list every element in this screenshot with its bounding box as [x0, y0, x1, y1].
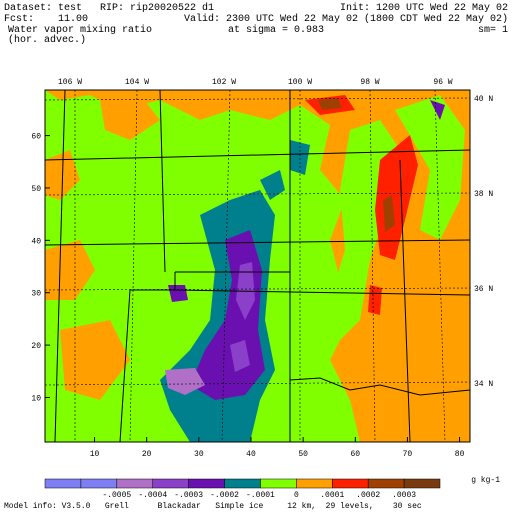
- colorbar-label: -.0002: [210, 491, 239, 500]
- x-tick-label: 70: [403, 450, 413, 459]
- colorbar-label: .0001: [320, 491, 344, 500]
- x-tick-label: 50: [298, 450, 308, 459]
- x-tick-label: 60: [350, 450, 360, 459]
- lat-label: 34 N: [474, 380, 493, 389]
- lon-label: 106 W: [58, 78, 82, 87]
- colorbar-label: -.0001: [246, 491, 275, 500]
- y-tick-label: 20: [31, 342, 41, 351]
- y-tick-label: 60: [31, 133, 41, 142]
- y-tick-label: 40: [31, 237, 41, 246]
- header-text: Dataset: test RIP: rip20020522 d1: [4, 2, 214, 14]
- header-text: Water vapor mixing ratio: [8, 24, 152, 36]
- colorbar-label: .0003: [392, 491, 416, 500]
- colorbar-label: -.0003: [174, 491, 203, 500]
- colorbar-swatch: [44, 478, 82, 489]
- lon-label: 104 W: [125, 78, 149, 87]
- lon-label: 100 W: [288, 78, 312, 87]
- colorbar-swatch: [188, 478, 225, 489]
- x-tick-label: 10: [90, 450, 100, 459]
- colorbar-swatch: [367, 478, 405, 489]
- header-text: Valid: 2300 UTC Wed 22 May 02 (1800 CDT …: [184, 13, 508, 25]
- x-tick-label: 30: [194, 450, 204, 459]
- map-frame: [44, 89, 471, 443]
- colorbar-units: g kg-1: [471, 476, 500, 485]
- colorbar-swatch: [332, 478, 369, 489]
- lon-label: 96 W: [433, 78, 452, 87]
- colorbar-label: .0002: [356, 491, 380, 500]
- header-text: Fcst: 11.00: [4, 14, 88, 25]
- lon-label: 98 W: [360, 78, 379, 87]
- lat-label: 38 N: [474, 190, 493, 199]
- colorbar-swatch: [152, 478, 189, 489]
- colorbar-label: 0: [294, 491, 299, 500]
- y-tick-label: 30: [31, 290, 41, 299]
- header-text: at sigma = 0.983: [228, 24, 324, 36]
- x-tick-label: 80: [455, 450, 465, 459]
- lat-label: 40 N: [474, 95, 493, 104]
- colorbar-swatch: [224, 478, 261, 489]
- colorbar-swatch: [116, 478, 153, 489]
- field: [44, 89, 471, 443]
- colorbar-label: -.0005: [102, 491, 131, 500]
- colorbar-swatch: [80, 478, 118, 489]
- colorbar-swatch: [403, 478, 441, 489]
- lon-label: 102 W: [212, 78, 236, 87]
- y-tick-label: 10: [31, 394, 41, 403]
- header-text: Init: 1200 UTC Wed 22 May 02: [340, 2, 508, 14]
- colorbar-swatch: [260, 478, 297, 489]
- header-text: sm= 1: [478, 25, 508, 36]
- x-tick-label: 40: [246, 450, 256, 459]
- footer-text: Model info: V3.5.0 Grell Blackadar Simpl…: [4, 502, 422, 511]
- colorbar-swatch: [296, 478, 333, 489]
- colorbar-label: -.0004: [138, 491, 167, 500]
- y-tick-label: 50: [31, 185, 41, 194]
- header-text: (hor. advec.): [8, 34, 86, 46]
- lat-label: 36 N: [474, 285, 493, 294]
- x-tick-label: 20: [142, 450, 152, 459]
